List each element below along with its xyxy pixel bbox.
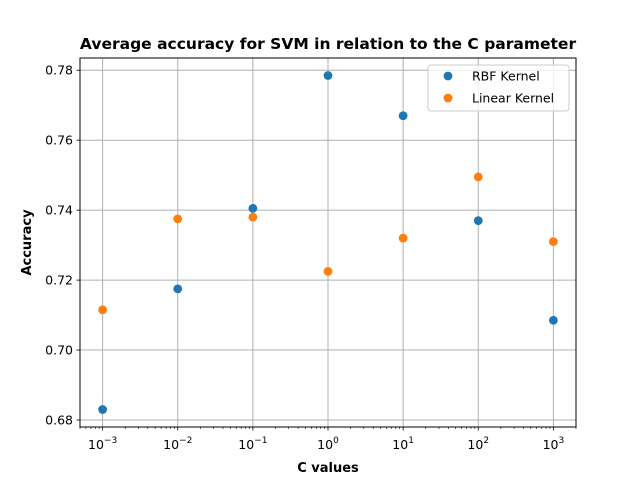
data-point-rbf: [473, 216, 483, 226]
data-point-linear: [173, 214, 183, 224]
x-tick-label: 10−1: [238, 436, 267, 452]
legend-marker: [443, 93, 453, 103]
data-point-rbf: [173, 284, 183, 294]
y-axis-label: Accuracy: [20, 209, 35, 276]
data-point-rbf: [248, 203, 258, 213]
data-point-linear: [398, 233, 408, 243]
x-tick-label: 101: [392, 436, 414, 452]
x-tick-label: 103: [543, 436, 565, 452]
y-tick-label: 0.78: [45, 63, 73, 78]
legend-marker: [443, 71, 453, 81]
data-point-linear: [473, 172, 483, 182]
legend-label: Linear Kernel: [472, 91, 554, 106]
x-tick-label: 100: [317, 436, 339, 452]
y-tick-label: 0.70: [45, 343, 73, 358]
data-point-rbf: [98, 405, 108, 414]
x-axis-label: C values: [297, 461, 359, 476]
chart-title: Average accuracy for SVM in relation to …: [80, 35, 577, 53]
y-tick-label: 0.74: [45, 203, 73, 218]
grid: [80, 58, 576, 427]
data-points: [98, 71, 558, 414]
data-point-linear: [98, 305, 108, 315]
data-point-rbf: [548, 315, 558, 325]
x-tick-label: 102: [467, 436, 489, 452]
axis-ticks: 10−3 10−2 10−1 100 101 102 103 0.68 0.70 0.72 0.74…: [45, 63, 577, 452]
y-tick-label: 0.76: [45, 133, 73, 148]
legend-label: RBF Kernel: [472, 69, 540, 84]
data-point-rbf: [323, 71, 333, 80]
x-tick-label: 10−2: [163, 436, 192, 452]
legend: RBF Kernel Linear Kernel: [427, 64, 570, 112]
legend-box: [427, 64, 570, 112]
data-point-linear: [248, 212, 258, 222]
y-tick-label: 0.68: [45, 413, 73, 428]
data-point-linear: [323, 266, 333, 276]
data-point-linear: [548, 237, 558, 247]
x-tick-label: 10−3: [88, 436, 117, 452]
y-tick-label: 0.72: [45, 273, 73, 288]
data-point-rbf: [398, 111, 408, 121]
